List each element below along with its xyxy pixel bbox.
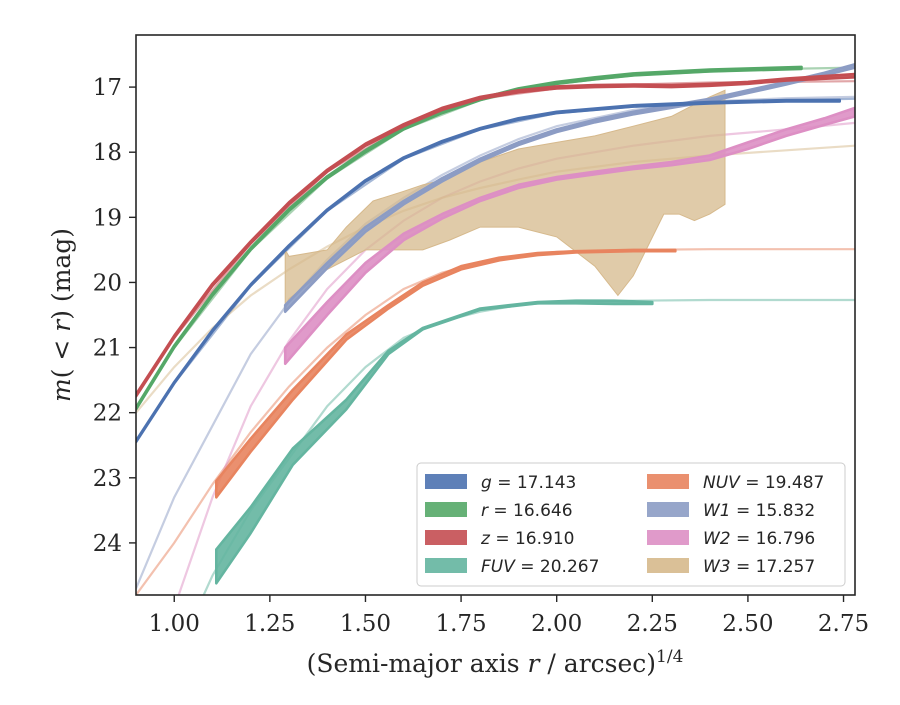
legend-label-nuv: NUV = 19.487 [703,473,824,493]
legend-swatch-nuv [647,474,689,489]
x-tick-label: 2.25 [627,611,678,637]
y-tick-label: 17 [93,75,122,101]
y-tick-label: 20 [93,270,122,296]
legend: g = 17.143 r = 16.646 z = 16.910 FUV = 20.2… [416,462,846,587]
y-axis-title: m( < r) (mag) [47,228,76,402]
x-tick-label: 1.25 [244,611,295,637]
legend-swatch-w3 [647,558,689,573]
legend-swatch-g [425,474,467,489]
y-tick-label: 21 [93,336,122,362]
x-tick-label: 1.50 [340,611,391,637]
band-nuv [215,248,677,499]
y-tick-label: 22 [93,401,122,427]
x-axis-title: (Semi-major axis r / arcsec)1/4 [307,647,684,678]
legend-swatch-w2 [647,530,689,545]
legend-label-w3: W3 = 17.257 [703,557,815,577]
legend-swatch-w1 [647,502,689,517]
legend-label-w1: W1 = 15.832 [703,501,815,521]
legend-label-g: g = 17.143 [481,473,576,493]
band-g [136,98,841,444]
legend-label-z: z = 16.910 [480,529,574,549]
x-tick-label: 1.75 [435,611,486,637]
legend-label-r: r = 16.646 [481,501,573,521]
band-w1 [283,63,855,313]
x-tick-label: 2.00 [531,611,582,637]
x-tick-label: 2.75 [818,611,869,637]
legend-swatch-r [425,502,467,517]
x-tick-label: 2.50 [722,611,773,637]
legend-label-fuv: FUV = 20.267 [481,557,599,577]
x-tick-label: 1.00 [149,611,200,637]
y-tick-label: 18 [93,140,122,166]
y-tick-label: 24 [93,531,122,557]
band-z [136,72,855,398]
x-axis-ticks: 1.00 1.25 1.50 1.75 2.00 2.25 2.50 2.75 [149,595,869,637]
legend-label-w2: W2 = 16.796 [703,529,815,549]
band-w2 [283,106,855,366]
observed-profiles [136,63,855,585]
y-tick-label: 23 [93,466,122,492]
y-tick-label: 19 [93,205,122,231]
band-r [136,65,803,411]
band-fuv [215,299,654,585]
y-axis-ticks: 17 18 19 20 21 22 23 24 [93,75,136,557]
plot-frame [135,34,856,596]
legend-swatch-z [425,530,467,545]
legend-box [416,462,846,587]
legend-swatch-fuv [425,558,467,573]
